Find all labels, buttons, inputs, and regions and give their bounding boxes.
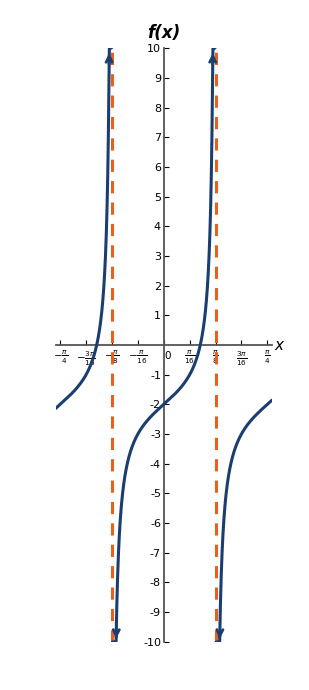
Text: x: x [274, 337, 283, 353]
Text: f(x): f(x) [147, 24, 180, 42]
